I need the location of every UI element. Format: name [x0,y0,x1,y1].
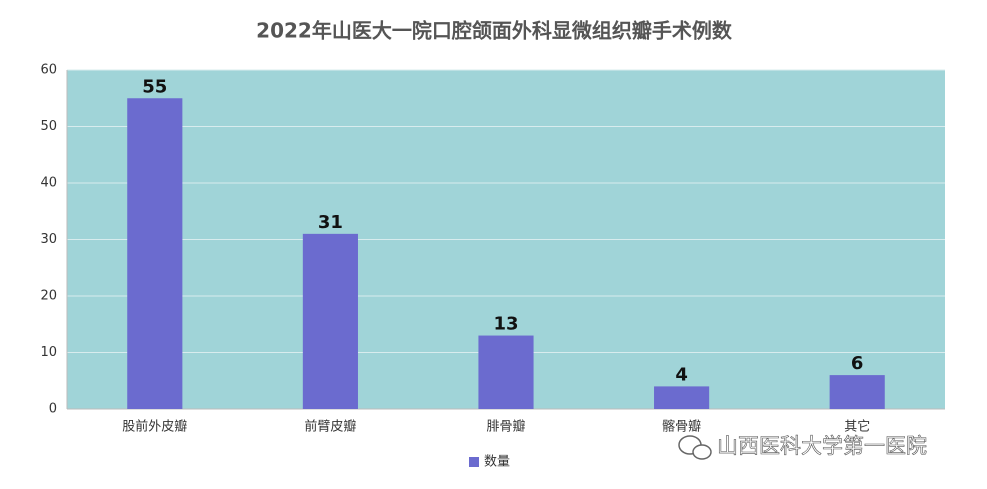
data-label: 6 [851,353,864,374]
y-tick-label: 40 [40,176,57,191]
data-label: 31 [318,212,343,233]
bar [302,233,358,409]
y-tick-label: 0 [49,402,57,417]
x-tick-label: 股前外皮瓣 [122,419,187,435]
y-tick-label: 50 [40,119,57,134]
y-tick-label: 20 [40,289,57,304]
data-label: 13 [493,314,518,335]
chart-title: 2022年山医大一院口腔颌面外科显微组织瓣手术例数 [256,19,733,43]
watermark-icon [678,435,712,460]
x-tick-label: 腓骨瓣 [486,419,525,435]
legend-label: 数量 [484,455,510,470]
data-label: 4 [675,364,688,385]
bar [829,375,885,409]
y-tick-label: 10 [40,345,57,360]
y-tick-label: 30 [40,232,57,247]
x-tick-label: 前臂皮瓣 [304,419,356,435]
x-tick-label: 其它 [844,419,870,435]
bar [127,98,183,409]
x-tick-label: 髂骨瓣 [662,419,701,435]
y-tick-label: 60 [40,63,57,78]
legend-swatch [469,457,479,467]
watermark: 山西医科大学第一医院 [717,434,927,458]
bar [478,335,534,409]
bar [654,386,710,409]
data-label: 55 [142,76,167,97]
